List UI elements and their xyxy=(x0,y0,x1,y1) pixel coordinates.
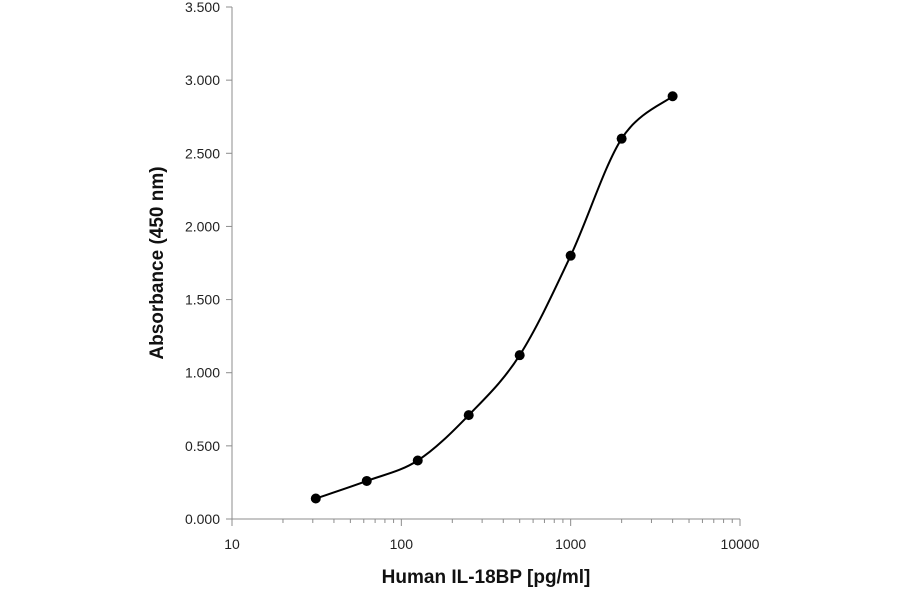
y-tick-label: 2.000 xyxy=(185,218,220,234)
series-curve xyxy=(315,95,674,500)
y-axis-title: Absorbance (450 nm) xyxy=(147,166,168,359)
y-tick-label: 1.500 xyxy=(185,292,220,308)
x-tick-label: 1000 xyxy=(555,536,586,552)
data-point xyxy=(514,350,525,361)
x-tick-label: 10000 xyxy=(721,536,760,552)
data-point xyxy=(463,410,474,421)
y-tick-label: 2.500 xyxy=(185,145,220,161)
series-layer xyxy=(310,91,678,504)
y-tick-label: 0.000 xyxy=(185,511,220,527)
y-tick-label: 1.000 xyxy=(185,365,220,381)
x-axis-title: Human IL-18BP [pg/ml] xyxy=(382,567,591,588)
data-point xyxy=(616,133,627,144)
data-point xyxy=(310,493,321,504)
y-tick-label: 0.500 xyxy=(185,438,220,454)
x-tick-label: 10 xyxy=(224,536,240,552)
y-tick-label: 3.500 xyxy=(185,0,220,15)
x-tick-label: 100 xyxy=(390,536,414,552)
data-point xyxy=(361,475,372,486)
y-axis: 0.000 0.500 1.000 1.500 2.000 2.500 3.000 3.500 xyxy=(185,0,233,527)
data-point xyxy=(667,91,678,102)
data-point xyxy=(565,250,576,261)
data-point xyxy=(412,455,423,466)
x-axis: 10 100 1000 10000 xyxy=(224,518,760,552)
y-tick-label: 3.000 xyxy=(185,72,220,88)
